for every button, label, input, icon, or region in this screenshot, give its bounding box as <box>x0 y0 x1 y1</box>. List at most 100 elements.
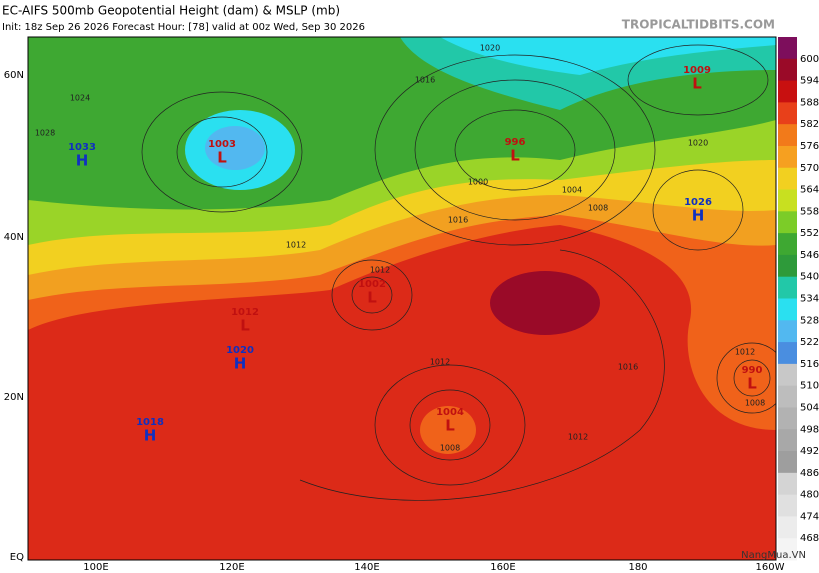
colorbar-swatch <box>778 494 797 517</box>
colorbar-label: 600 <box>800 54 819 65</box>
subtitle: Init: 18z Sep 26 2026 Forecast Hour: [78… <box>2 22 365 33</box>
center-value: 1012 <box>231 307 259 318</box>
lon-label: 100E <box>83 562 108 573</box>
colorbar-swatch <box>778 145 797 169</box>
high-core <box>490 271 600 335</box>
colorbar-swatch <box>778 102 797 125</box>
colorbar-label: 540 <box>800 272 819 283</box>
isobar-label: 1020 <box>480 44 500 53</box>
colorbar-label: 594 <box>800 76 819 87</box>
colorbar-swatch <box>778 472 797 496</box>
isobar-label: 1008 <box>588 204 608 213</box>
colorbar-label: 564 <box>800 185 819 196</box>
colorbar-swatch <box>778 124 797 147</box>
lon-label: 160W <box>756 562 785 573</box>
map <box>28 37 776 560</box>
center-letter: L <box>367 289 377 307</box>
colorbar-label: 522 <box>800 337 819 348</box>
colorbar-swatch <box>778 451 797 474</box>
colorbar-label: 528 <box>800 315 819 326</box>
colorbar-swatch <box>778 189 797 212</box>
colorbar-swatch <box>778 298 797 321</box>
colorbar-label: 492 <box>800 446 819 457</box>
colorbar-swatch <box>778 342 797 365</box>
colorbar-swatch <box>778 538 797 561</box>
low-core-inner <box>205 126 265 170</box>
title: EC-AIFS 500mb Geopotential Height (dam) … <box>2 4 340 18</box>
colorbar-label: 582 <box>800 119 819 130</box>
lon-label: 140E <box>354 562 379 573</box>
isobar-label: 1016 <box>448 216 468 225</box>
isobar-label: 1016 <box>618 363 638 372</box>
colorbar-swatch <box>778 167 797 191</box>
isobar-label: 1004 <box>562 186 582 195</box>
colorbar-label: 510 <box>800 381 819 392</box>
colorbar-label: 504 <box>800 402 819 413</box>
center-value: 1009 <box>683 65 711 76</box>
center-letter: L <box>217 149 227 167</box>
isobar-label: 1028 <box>35 129 55 138</box>
colorbar-swatch <box>778 58 797 82</box>
colorbar-label: 570 <box>800 163 819 174</box>
center-value: 1020 <box>226 345 254 356</box>
isobar-label: 1012 <box>370 266 390 275</box>
low-warm <box>420 406 476 454</box>
lon-label: 160E <box>490 562 515 573</box>
center-value: 996 <box>505 137 526 148</box>
center-letter: H <box>234 355 247 373</box>
isobar-label: 1012 <box>430 358 450 367</box>
lat-label: 40N <box>4 232 24 243</box>
center-value: 1018 <box>136 417 164 428</box>
center-value: 1033 <box>68 142 96 153</box>
isobar-label: 1000 <box>468 178 488 187</box>
center-letter: L <box>240 317 250 335</box>
colorbar-swatch <box>778 233 797 256</box>
colorbar-swatch <box>778 320 797 343</box>
isobars <box>141 44 776 501</box>
isobar-label: 1012 <box>568 433 588 442</box>
center-value: 1004 <box>436 407 464 418</box>
lat-label: 60N <box>4 70 24 81</box>
colorbar-swatch <box>778 80 797 103</box>
center-letter: L <box>445 417 455 435</box>
colorbar-swatch <box>778 363 797 387</box>
map-frame <box>27 36 777 561</box>
center-value: 1026 <box>684 197 712 208</box>
colorbar-swatch <box>778 385 797 408</box>
center-letter: L <box>692 75 702 93</box>
center-value: 990 <box>742 365 763 376</box>
colorbar-swatch <box>778 211 797 234</box>
colorbar-label: 588 <box>800 97 819 108</box>
colorbar-swatch <box>778 429 797 452</box>
isobar-label: 1012 <box>286 241 306 250</box>
lat-label: 20N <box>4 392 24 403</box>
colorbar-label: 552 <box>800 228 819 239</box>
isobar-label: 1012 <box>735 348 755 357</box>
colorbar-label: 558 <box>800 206 819 217</box>
colorbar-label: 474 <box>800 511 819 522</box>
center-letter: L <box>510 147 520 165</box>
colorbar-swatch <box>778 254 797 278</box>
center-value: 1002 <box>358 279 386 290</box>
colorbar-swatch <box>778 407 797 430</box>
colorbar-swatch <box>778 516 797 539</box>
colorbar-label: 546 <box>800 250 819 261</box>
isobar-label: 1016 <box>415 76 435 85</box>
field-cyan <box>440 37 776 75</box>
isobar-label: 1008 <box>745 399 765 408</box>
lat-label: EQ <box>10 552 24 563</box>
colorbar-label: 534 <box>800 294 819 305</box>
watermark: TROPICALTIDBITS.COM <box>622 18 775 32</box>
colorbar-label: 468 <box>800 533 819 544</box>
corner-mark: NangMua.VN <box>741 550 806 561</box>
lon-label: 180 <box>628 562 647 573</box>
center-value: 1003 <box>208 139 236 150</box>
center-letter: H <box>692 207 705 225</box>
colorbar-label: 498 <box>800 424 819 435</box>
lon-label: 120E <box>219 562 244 573</box>
center-letter: H <box>76 152 89 170</box>
colorbar-label: 480 <box>800 490 819 501</box>
colorbar-label: 486 <box>800 468 819 479</box>
colorbar-swatch <box>778 37 797 60</box>
